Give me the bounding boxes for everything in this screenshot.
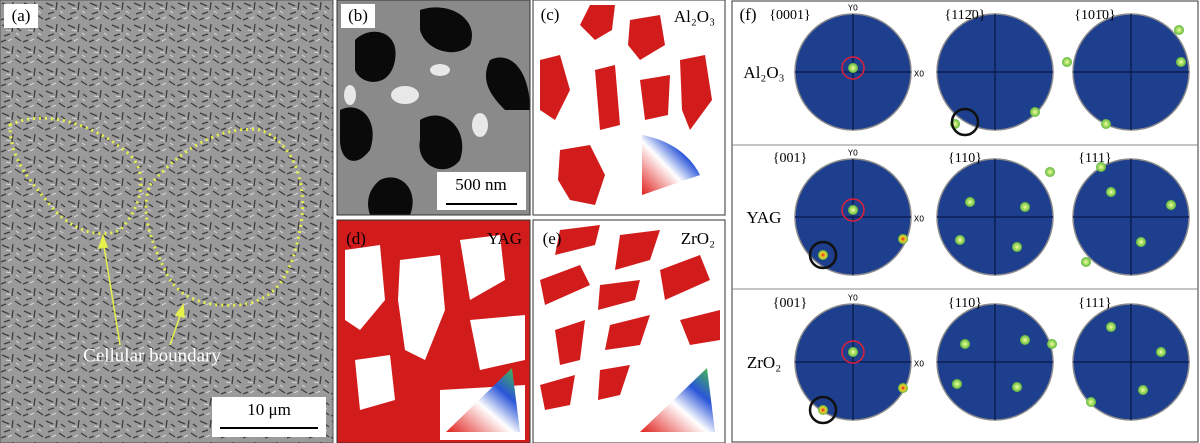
- panel-label: (f): [740, 5, 757, 24]
- pole: [1136, 237, 1146, 247]
- plane-label: {001}: [773, 151, 807, 166]
- plane-label: {110}: [948, 151, 982, 166]
- panel-c: [532, 0, 726, 216]
- pole: [898, 383, 908, 393]
- axis-label: X0: [914, 70, 925, 79]
- axis-label: Y0: [847, 4, 858, 13]
- panel-e: [532, 219, 726, 443]
- plane-label: {111}: [1078, 151, 1111, 166]
- panel-label: (d): [346, 229, 366, 248]
- label-bg: [4, 4, 38, 28]
- pole: [1081, 257, 1091, 267]
- pole: [1062, 57, 1072, 67]
- pole: [818, 250, 828, 260]
- highlight: [808, 395, 838, 425]
- pole: [1166, 200, 1176, 210]
- annotation: Cellular boundary: [83, 345, 221, 366]
- axis-label: X0: [914, 360, 925, 369]
- pole: [1020, 202, 1030, 212]
- pole: [1174, 25, 1184, 35]
- pole-figures: Al₂O₃ {0001} Y0 X0 {112̄0} {101̄0} YAG {001} Y0 X…: [732, 4, 1198, 425]
- pole: [898, 234, 908, 244]
- phase-label: YAG: [487, 229, 522, 248]
- scale-bar-label: 10 μm: [247, 400, 291, 419]
- phase-label: ZrO₂: [747, 353, 781, 372]
- boundary: [8, 116, 143, 236]
- pole: [818, 405, 828, 415]
- pole: [960, 339, 970, 349]
- panel-b: [336, 0, 531, 216]
- highlight: [841, 340, 865, 364]
- pole: [1012, 242, 1022, 252]
- scale-bar-bg: [212, 397, 326, 437]
- pole: [1045, 167, 1055, 177]
- highlight: [841, 56, 865, 80]
- panel-a: [0, 0, 334, 443]
- pole: [1138, 385, 1148, 395]
- pole: [1030, 107, 1040, 117]
- pole: [848, 63, 858, 73]
- label-bg: [341, 4, 375, 28]
- axis-label: Y0: [847, 294, 858, 303]
- phase-label: Al₂O₃: [743, 63, 784, 82]
- plane-label: {101̄0}: [1074, 8, 1115, 23]
- phase-label: Al₂O₃: [674, 7, 715, 26]
- arrows: [97, 233, 185, 346]
- panel-d: [336, 219, 531, 443]
- pole: [1106, 187, 1116, 197]
- pole: [1047, 339, 1057, 349]
- highlight: [808, 240, 838, 270]
- plane-label: {110}: [948, 296, 982, 311]
- panel-label: (b): [348, 6, 368, 25]
- scale-bar-label: 500 nm: [455, 175, 506, 194]
- pole: [1176, 57, 1186, 67]
- axis-label: X0: [914, 215, 925, 224]
- phase-label: ZrO₂: [681, 229, 715, 248]
- plane-label: {001}: [773, 296, 807, 311]
- pole: [1156, 347, 1166, 357]
- pole: [1096, 162, 1106, 172]
- pole: [965, 197, 975, 207]
- panel-label: (a): [12, 6, 31, 25]
- panel-label: (e): [543, 229, 562, 248]
- pole: [1020, 335, 1030, 345]
- pole: [848, 205, 858, 215]
- plane-label: {0001}: [769, 8, 810, 23]
- panel-label: (c): [541, 5, 560, 24]
- pole: [955, 235, 965, 245]
- highlight: [950, 107, 980, 137]
- highlight: [841, 198, 865, 222]
- phase-label: YAG: [747, 208, 782, 227]
- plane-label: {111}: [1078, 296, 1111, 311]
- pole: [1101, 119, 1111, 129]
- pole: [848, 347, 858, 357]
- plane-label: {112̄0}: [945, 8, 986, 23]
- pole: [1086, 397, 1096, 407]
- pole: [952, 379, 962, 389]
- pole: [1106, 322, 1116, 332]
- pole: [1012, 382, 1022, 392]
- axis-label: Y0: [847, 149, 858, 158]
- boundary: [144, 127, 305, 307]
